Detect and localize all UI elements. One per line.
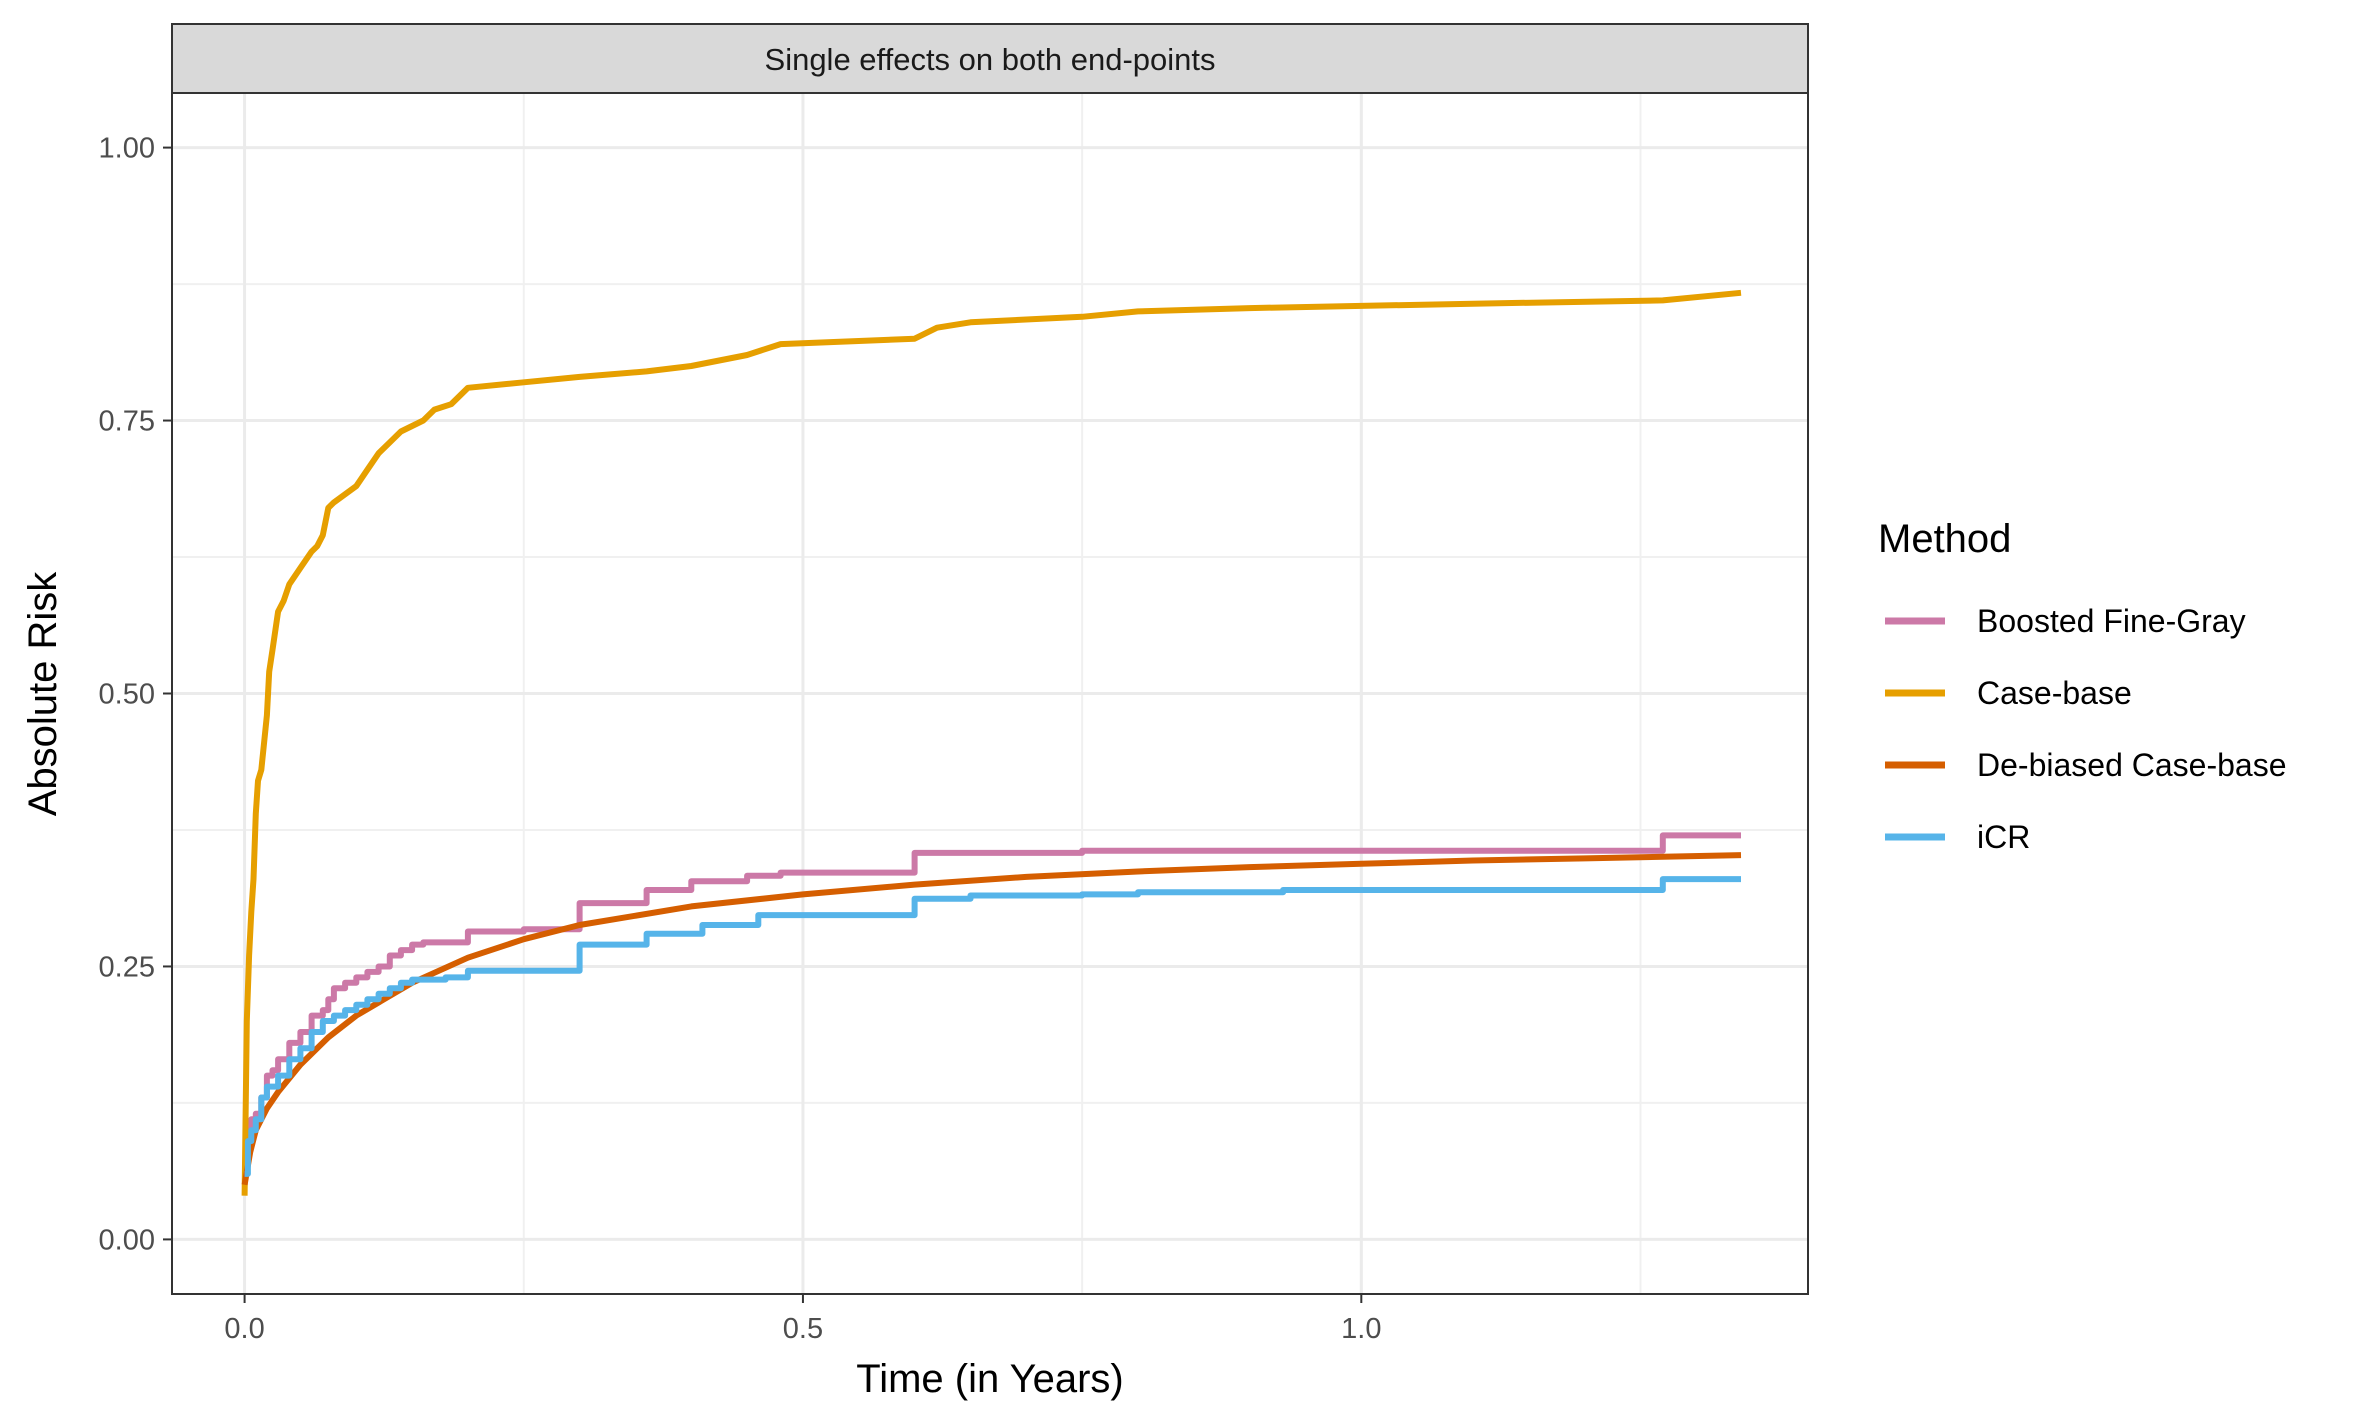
y-axis: 0.00 0.25 0.50 0.75 1.00 — [99, 133, 172, 1256]
legend-title: Method — [1878, 517, 2011, 561]
series-line-de-biased-case-base — [241, 852, 1742, 1186]
y-tick-label: 0.75 — [99, 406, 155, 438]
legend-label-de-biased-case-base: De-biased Case-base — [1977, 747, 2287, 783]
series-line-case-base — [241, 289, 1742, 1196]
legend: Boosted Fine-Gray Case-base De-biased Case… — [1885, 603, 2287, 855]
series-line-icr — [244, 876, 1741, 1177]
legend-label-boosted-fine-gray: Boosted Fine-Gray — [1977, 603, 2246, 639]
y-axis-title: Absolute Risk — [21, 571, 65, 817]
legend-label-icr: iCR — [1977, 819, 2030, 855]
series-line-boosted-fine-gray — [244, 832, 1741, 1166]
facet-title: Single effects on both end-points — [765, 42, 1216, 77]
y-tick-label: 0.25 — [99, 951, 155, 983]
x-tick-label: 0.0 — [224, 1313, 264, 1345]
x-axis: 0.0 0.5 1.0 — [224, 1294, 1381, 1345]
legend-label-case-base: Case-base — [1977, 675, 2132, 711]
y-tick-label: 0.50 — [99, 679, 155, 711]
y-tick-label: 1.00 — [99, 133, 155, 165]
x-tick-label: 1.0 — [1341, 1313, 1381, 1345]
series-layer — [241, 289, 1742, 1196]
x-axis-title: Time (in Years) — [856, 1357, 1124, 1401]
x-tick-label: 0.5 — [783, 1313, 823, 1345]
facet-strip — [171, 23, 1809, 94]
y-tick-label: 0.00 — [99, 1224, 155, 1256]
